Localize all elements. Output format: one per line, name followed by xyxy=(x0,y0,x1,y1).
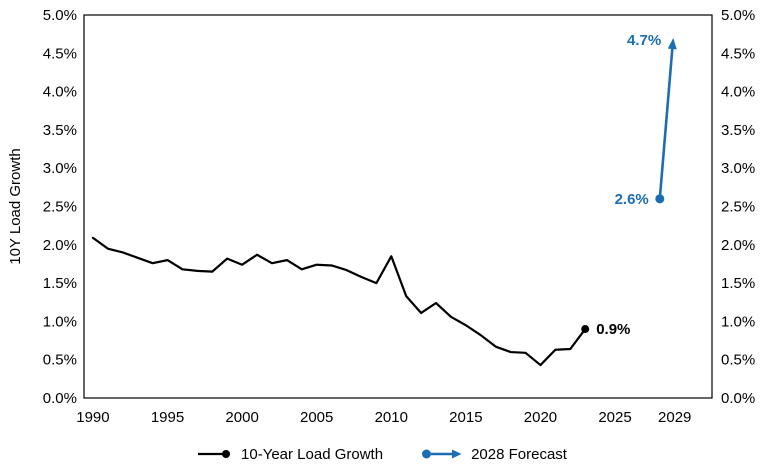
legend-forecast-label: 2028 Forecast xyxy=(471,445,567,463)
legend-history-label: 10-Year Load Growth xyxy=(241,445,384,463)
x-tick-label: 2010 xyxy=(375,409,408,426)
y-tick-label-right: 2.5% xyxy=(721,199,755,216)
y-tick-label-left: 3.5% xyxy=(43,122,77,139)
y-tick-label-right: 4.5% xyxy=(721,45,755,62)
y-tick-label-right: 2.0% xyxy=(721,237,755,254)
y-tick-label-right: 3.5% xyxy=(721,122,755,139)
x-tick-label: 1995 xyxy=(151,409,184,426)
y-tick-label-right: 4.0% xyxy=(721,84,755,101)
y-tick-label-left: 4.0% xyxy=(43,84,77,101)
y-tick-label-left: 2.0% xyxy=(43,237,77,254)
y-tick-label-left: 3.0% xyxy=(43,160,77,177)
y-tick-label-left: 0.0% xyxy=(43,390,77,407)
y-tick-label-right: 1.5% xyxy=(721,275,755,292)
forecast-arrow-line xyxy=(658,45,674,199)
x-tick-label: 2005 xyxy=(300,409,333,426)
plot-frame xyxy=(83,14,713,399)
forecast-from-label: 2.6% xyxy=(615,191,649,208)
x-tick-label: 2020 xyxy=(524,409,557,426)
y-tick-label-left: 2.5% xyxy=(43,199,77,216)
forecast-start-marker xyxy=(655,194,665,204)
legend-item-forecast: 2028 Forecast xyxy=(421,446,567,463)
history-end-marker xyxy=(581,325,590,334)
y-tick-label-left: 5.0% xyxy=(43,7,77,24)
history-line xyxy=(91,236,587,367)
x-tick-label: 2025 xyxy=(598,409,631,426)
y-tick-label-left: 1.5% xyxy=(43,275,77,292)
chart-legend: 10-Year Load Growth 2028 Forecast xyxy=(0,440,764,468)
x-tick-label: 1990 xyxy=(76,409,109,426)
x-tick-label: 2000 xyxy=(225,409,258,426)
y-axis-title: 10Y Load Growth xyxy=(7,148,24,264)
dot-arrow-icon xyxy=(422,449,462,459)
y-tick-label-right: 1.0% xyxy=(721,313,755,330)
x-tick-label: 2015 xyxy=(449,409,482,426)
x-tick-label: 2029 xyxy=(658,409,691,426)
y-tick-label-right: 0.5% xyxy=(721,352,755,369)
y-tick-label-left: 0.5% xyxy=(43,352,77,369)
forecast-arrowhead xyxy=(667,37,677,50)
line-with-dot-icon xyxy=(198,450,231,458)
y-tick-label-right: 0.0% xyxy=(721,390,755,407)
legend-item-history: 10-Year Load Growth xyxy=(197,446,383,463)
y-tick-label-right: 3.0% xyxy=(721,160,755,177)
history-end-value-label: 0.9% xyxy=(596,321,630,338)
y-tick-label-right: 5.0% xyxy=(721,7,755,24)
y-tick-label-left: 4.5% xyxy=(43,45,77,62)
y-tick-label-left: 1.0% xyxy=(43,313,77,330)
forecast-to-label: 4.7% xyxy=(627,32,661,49)
